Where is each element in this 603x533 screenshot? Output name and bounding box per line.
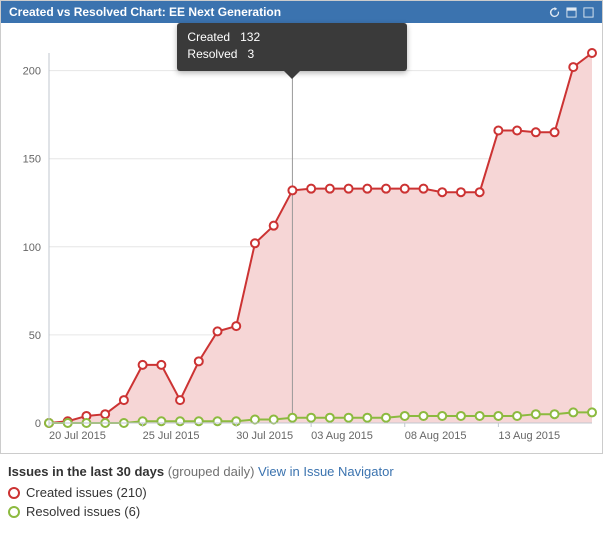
- legend-marker-resolved: [8, 506, 20, 518]
- svg-text:0: 0: [35, 418, 41, 430]
- svg-text:30 Jul 2015: 30 Jul 2015: [236, 430, 293, 442]
- legend-resolved: Resolved issues (6): [8, 504, 595, 519]
- svg-text:20 Jul 2015: 20 Jul 2015: [49, 430, 106, 442]
- legend-marker-created: [8, 487, 20, 499]
- footer-headline: Issues in the last 30 days: [8, 464, 164, 479]
- maximize-icon[interactable]: [583, 7, 594, 18]
- tooltip-created-value: 132: [240, 29, 260, 46]
- svg-text:200: 200: [23, 66, 41, 78]
- chart-footer: Issues in the last 30 days (grouped dail…: [0, 454, 603, 533]
- tooltip-created-label: Created: [187, 29, 230, 46]
- svg-text:50: 50: [29, 330, 41, 342]
- legend-created: Created issues (210): [8, 485, 595, 500]
- svg-text:150: 150: [23, 154, 41, 166]
- panel-header: Created vs Resolved Chart: EE Next Gener…: [1, 1, 602, 23]
- footer-subhead: (grouped daily): [168, 464, 255, 479]
- svg-text:25 Jul 2015: 25 Jul 2015: [143, 430, 200, 442]
- svg-text:08 Aug 2015: 08 Aug 2015: [405, 430, 467, 442]
- tooltip-resolved-value: 3: [247, 46, 254, 63]
- view-in-navigator-link[interactable]: View in Issue Navigator: [258, 464, 394, 479]
- legend-resolved-label: Resolved issues (6): [26, 504, 140, 519]
- svg-text:100: 100: [23, 242, 41, 254]
- panel-title: Created vs Resolved Chart: EE Next Gener…: [9, 5, 281, 19]
- svg-text:13 Aug 2015: 13 Aug 2015: [498, 430, 560, 442]
- chart-panel: Created vs Resolved Chart: EE Next Gener…: [0, 0, 603, 454]
- refresh-icon[interactable]: [549, 7, 560, 18]
- header-icons: [549, 7, 594, 18]
- tooltip-resolved-label: Resolved: [187, 46, 237, 63]
- legend-created-label: Created issues (210): [26, 485, 147, 500]
- chart-tooltip: Created 132 Resolved 3: [177, 23, 407, 71]
- chart-svg: 0 50 100 150 200 20 Jul 2015 25 Jul 2015 30 Jul…: [1, 23, 602, 453]
- minimize-icon[interactable]: [566, 7, 577, 18]
- chart-area[interactable]: 0 50 100 150 200 20 Jul 2015 25 Jul 2015 30 Jul…: [1, 23, 602, 453]
- svg-text:03 Aug 2015: 03 Aug 2015: [311, 430, 373, 442]
